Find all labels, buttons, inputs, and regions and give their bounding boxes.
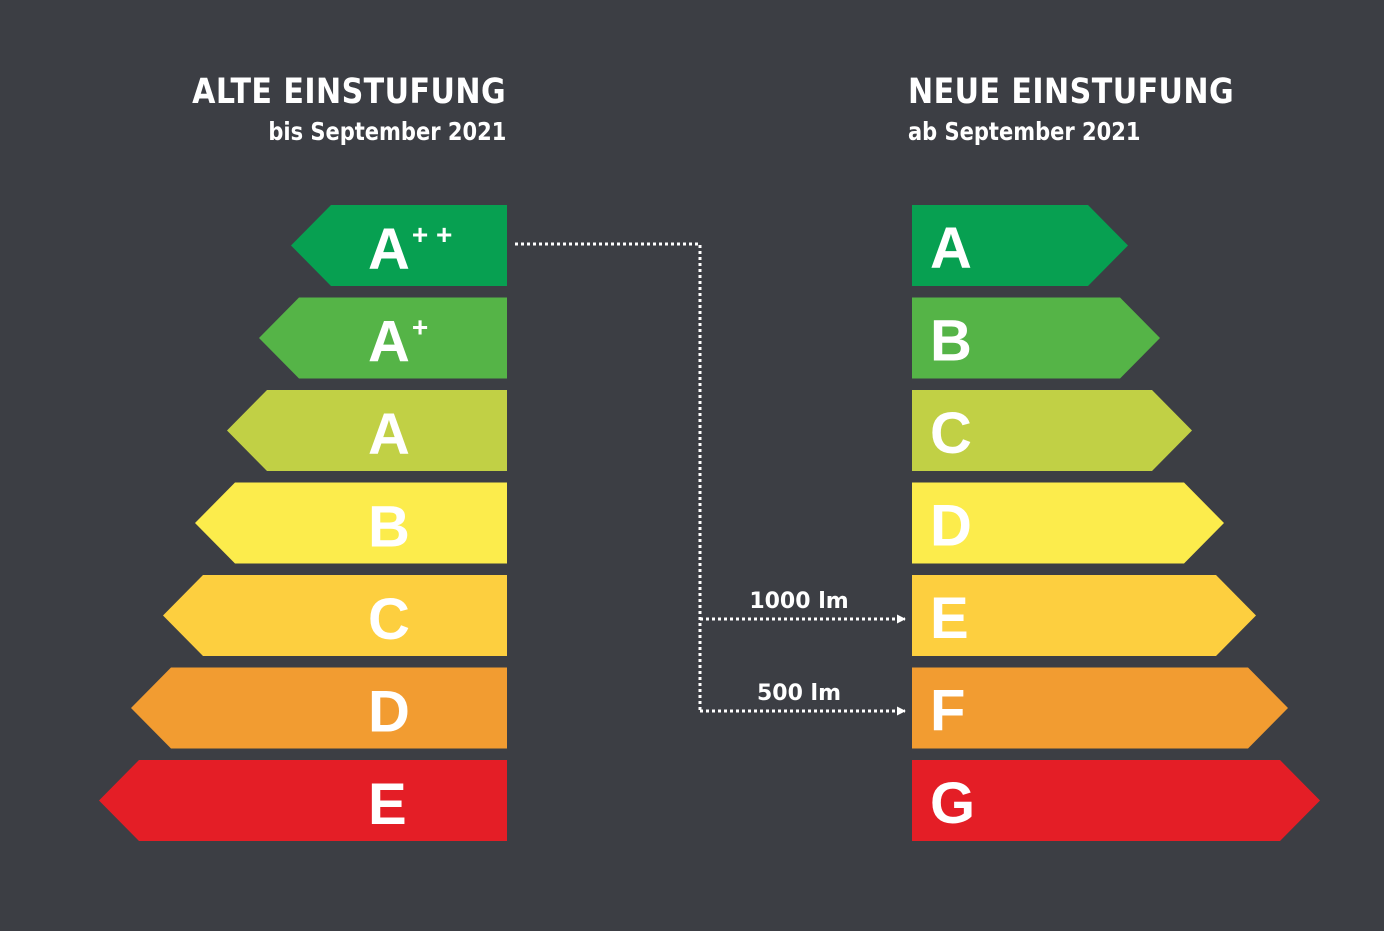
- old-class-e-band: [99, 760, 507, 841]
- old-class-aplusplus-label: A+ +: [368, 217, 452, 282]
- lumen-label-f: 500 lm: [757, 681, 841, 706]
- new-class-g-band: [912, 760, 1320, 841]
- new-class-e-label: E: [930, 586, 969, 651]
- new-class-a-label: A: [930, 216, 972, 281]
- new-class-e-band: [912, 575, 1256, 656]
- new-class-c-label: C: [930, 401, 972, 466]
- old-class-c-label: C: [368, 587, 410, 652]
- new-class-f-label: F: [930, 679, 965, 744]
- old-class-aplusplus-band: [291, 205, 507, 286]
- connector-trunk-line: [515, 242, 702, 712]
- new-class-d-label: D: [930, 494, 972, 559]
- old-class-a-label: A: [368, 402, 410, 467]
- old-class-a-band: [227, 390, 507, 471]
- old-class-aplus-label: A+: [368, 310, 428, 375]
- old-class-d-label: D: [368, 680, 410, 745]
- new-class-f-band: [912, 667, 1288, 749]
- old-scale-subtitle: bis September 2021: [268, 117, 506, 146]
- old-scale-title: ALTE EINSTUFUNG: [191, 72, 506, 112]
- lumen-label-e: 1000 lm: [749, 589, 848, 614]
- new-class-b-band: [912, 297, 1160, 379]
- old-class-b-band: [195, 482, 507, 564]
- old-class-aplus-band: [259, 297, 507, 379]
- old-class-b-label: B: [368, 495, 410, 560]
- new-scale-subtitle: ab September 2021: [908, 117, 1141, 146]
- new-class-c-band: [912, 390, 1192, 471]
- new-class-g-label: G: [930, 771, 975, 836]
- old-class-d-band: [131, 667, 507, 749]
- old-class-c-band: [163, 575, 507, 656]
- new-class-a-band: [912, 205, 1128, 286]
- mapping-connectors: 1000 lm 500 lm: [515, 242, 906, 716]
- old-class-e-label: E: [368, 772, 407, 837]
- new-class-d-band: [912, 482, 1224, 564]
- new-class-b-label: B: [930, 309, 972, 374]
- new-scale-title: NEUE EINSTUFUNG: [908, 72, 1235, 112]
